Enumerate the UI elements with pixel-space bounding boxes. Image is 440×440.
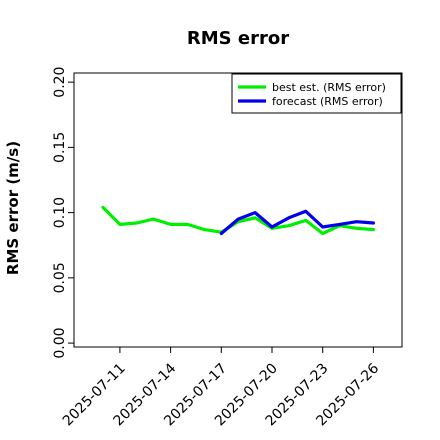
y-axis: 0.00 0.05 0.10 0.15 0.20: [52, 67, 74, 359]
y-tick-label: 0.10: [52, 197, 68, 228]
series-line-forecast: [219, 209, 375, 236]
chart-title: RMS error: [187, 28, 289, 49]
legend: best est. (RMS error)forecast (RMS error…: [231, 73, 402, 114]
x-axis: 2025-07-112025-07-142025-07-172025-07-20…: [60, 347, 382, 429]
series-line-best-est: [101, 205, 375, 236]
y-tick-label: 0.15: [52, 132, 68, 163]
y-tick-label: 0.00: [52, 327, 68, 358]
legend-entry: forecast (RMS error): [272, 95, 383, 108]
y-tick-label: 0.20: [52, 67, 68, 98]
legend-box: [231, 73, 402, 114]
y-tick-label: 0.05: [52, 262, 68, 293]
series-layer: [101, 205, 375, 236]
y-axis-label: RMS error (m/s): [4, 141, 22, 275]
plot-frame: [73, 72, 403, 348]
legend-entry: best est. (RMS error): [272, 81, 386, 94]
